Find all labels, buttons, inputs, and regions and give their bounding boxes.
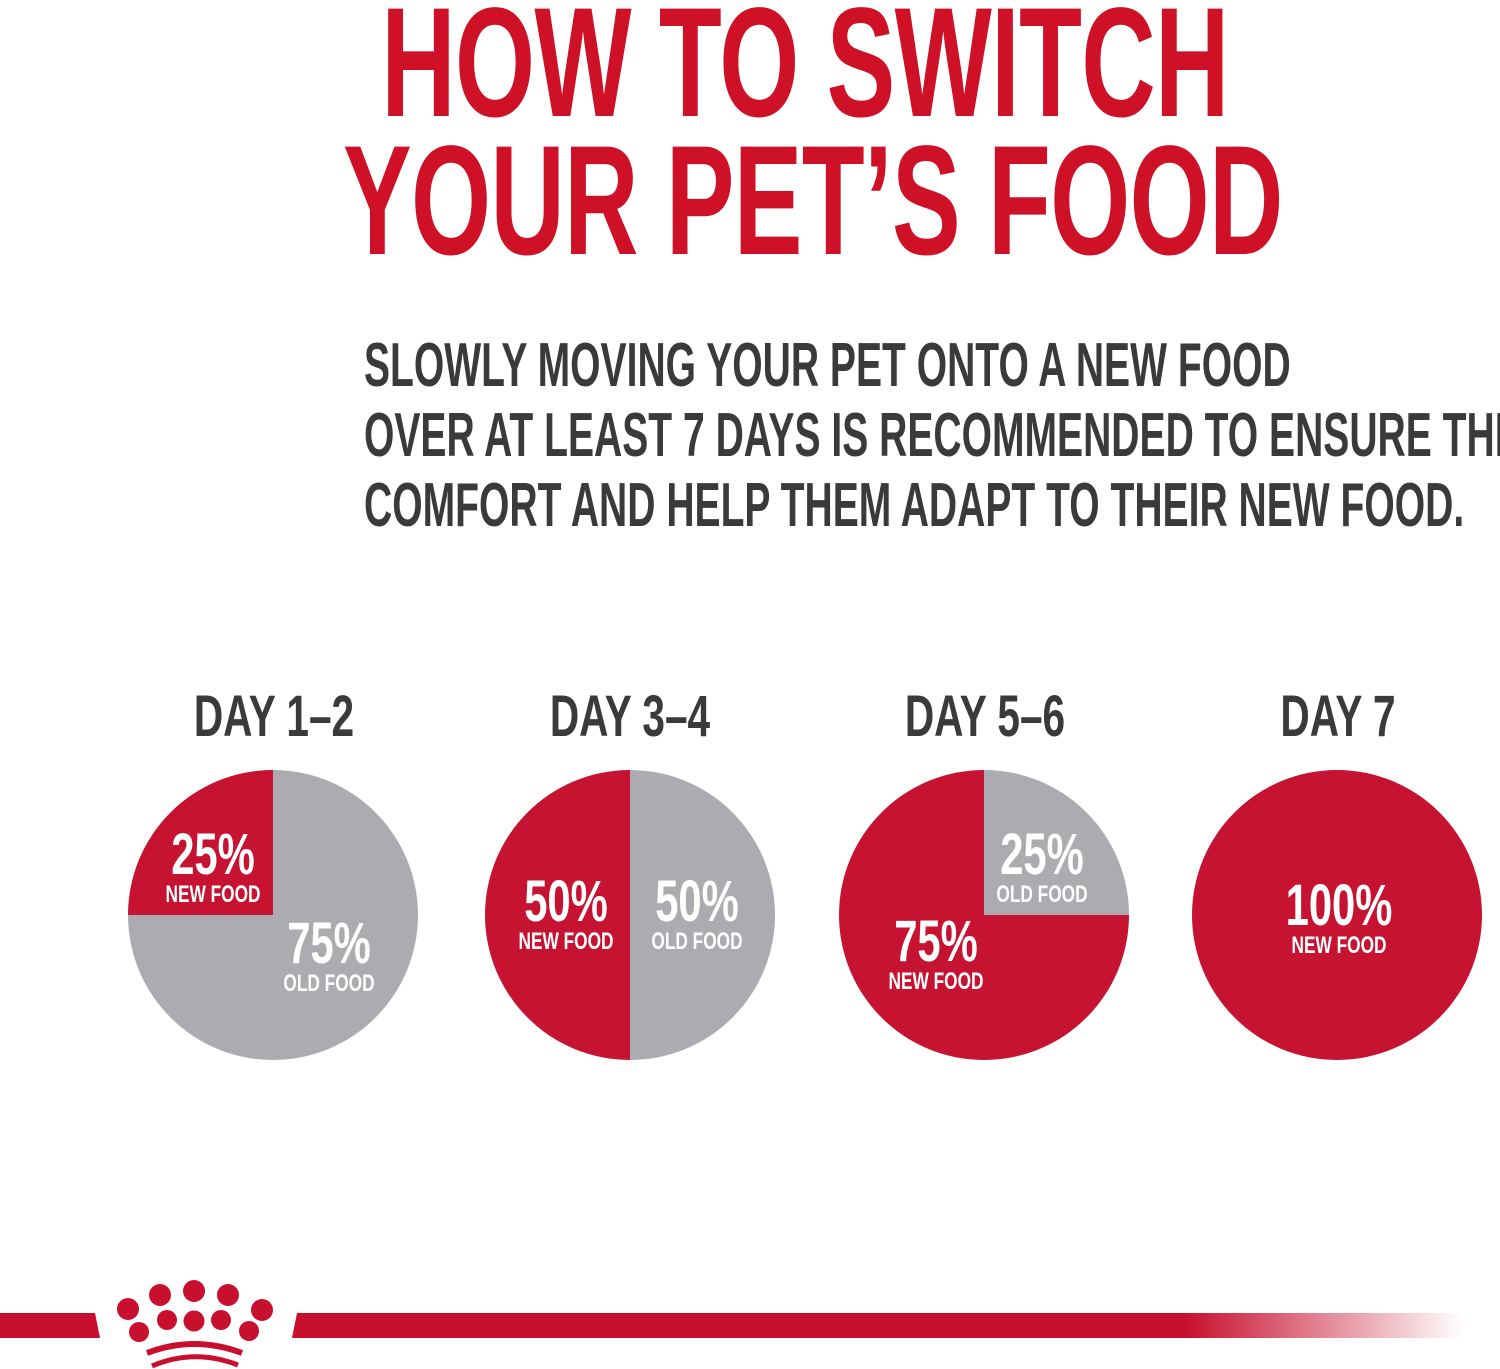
- slice-percent: 25%: [1000, 822, 1084, 887]
- slice-name: NEW FOOD: [888, 968, 984, 995]
- title-line-2: YOUR PET’S FOOD: [342, 114, 1283, 288]
- footer-band-right: [292, 1313, 1500, 1338]
- slice-percent: 25%: [171, 822, 255, 887]
- slice-percent: 75%: [287, 911, 371, 976]
- pie-chart-day-3-4: 50% NEW FOOD 50% OLD FOOD: [485, 770, 775, 1060]
- slice-label-new-food: 75% NEW FOOD: [888, 909, 984, 995]
- day-label-5-6: DAY 5–6: [904, 684, 1066, 749]
- slice-percent: 50%: [655, 869, 739, 934]
- slice-name: OLD FOOD: [651, 928, 743, 955]
- slice-label-old-food: 25% OLD FOOD: [996, 822, 1088, 908]
- subtitle-line-3: COMFORT AND HELP THEM ADAPT TO THEIR NEW…: [364, 471, 1465, 540]
- subtitle: SLOWLY MOVING YOUR PET ONTO A NEW FOOD O…: [105, 331, 1500, 541]
- slice-percent: 75%: [894, 909, 978, 974]
- pie-chart-day-5-6: 25% OLD FOOD 75% NEW FOOD: [839, 770, 1129, 1060]
- day-label-1-2: DAY 1–2: [193, 684, 355, 749]
- day-label-7: DAY 7: [1280, 684, 1396, 749]
- slice-name: NEW FOOD: [165, 881, 261, 908]
- slice-name: NEW FOOD: [518, 928, 614, 955]
- page-title: HOW TO SWITCH YOUR PET’S FOOD: [105, 0, 1500, 288]
- slice-label-new-food: 25% NEW FOOD: [165, 822, 261, 908]
- slice-label-old-food: 75% OLD FOOD: [283, 911, 375, 997]
- pie-chart-day-1-2: 25% NEW FOOD 75% OLD FOOD: [128, 770, 418, 1060]
- slice-label-new-food: 50% NEW FOOD: [518, 869, 614, 955]
- slice-name: OLD FOOD: [996, 881, 1088, 908]
- subtitle-line-2: OVER AT LEAST 7 DAYS IS RECOMMENDED TO E…: [364, 401, 1500, 470]
- pie-chart-day-7: 100% NEW FOOD: [1192, 770, 1482, 1060]
- slice-name: OLD FOOD: [283, 970, 375, 997]
- title-line-1: HOW TO SWITCH: [381, 0, 1229, 150]
- slice-label-old-food: 50% OLD FOOD: [651, 869, 743, 955]
- footer-band-left: [0, 1313, 100, 1338]
- slice-percent: 100%: [1285, 873, 1393, 938]
- subtitle-line-1: SLOWLY MOVING YOUR PET ONTO A NEW FOOD: [364, 331, 1291, 400]
- slice-label-new-food: 100% NEW FOOD: [1285, 873, 1393, 959]
- slice-percent: 50%: [524, 869, 608, 934]
- day-label-3-4: DAY 3–4: [549, 684, 711, 749]
- slice-name: NEW FOOD: [1291, 932, 1387, 959]
- royal-canin-crown-icon: [117, 1280, 273, 1369]
